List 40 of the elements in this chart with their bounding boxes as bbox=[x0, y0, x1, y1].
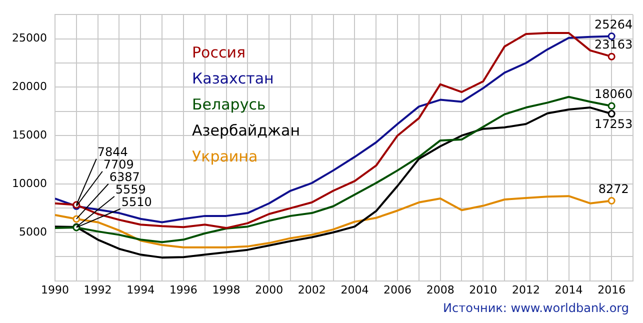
data-label: 7844 bbox=[97, 144, 128, 159]
data-label: 17253 bbox=[594, 116, 633, 131]
x-tick-label: 1998 bbox=[212, 283, 240, 296]
point bbox=[608, 32, 616, 40]
x-tick-label: 2012 bbox=[512, 283, 540, 296]
x-tick-label: 2016 bbox=[598, 283, 626, 296]
y-tick-label: 25000 bbox=[12, 32, 47, 45]
text: Россия bbox=[192, 43, 246, 62]
data-label: 5510 bbox=[121, 194, 152, 209]
data-label: 25264 bbox=[594, 17, 633, 32]
text: Азербайджан bbox=[192, 121, 300, 140]
data-label: 23163 bbox=[594, 38, 633, 52]
x-tick-label: 2004 bbox=[340, 283, 369, 296]
point bbox=[608, 102, 616, 110]
data-label: 18060 bbox=[594, 87, 633, 102]
y-tick-label: 10000 bbox=[12, 176, 47, 190]
x-tick-label: 1992 bbox=[84, 283, 112, 296]
point bbox=[608, 110, 616, 118]
y-tick-label: 5000 bbox=[18, 225, 47, 238]
x-tick-label: 2000 bbox=[255, 283, 284, 296]
text: Беларусь bbox=[192, 95, 266, 114]
data-label: 5559 bbox=[115, 182, 146, 196]
data-label: 7709 bbox=[103, 157, 134, 172]
point bbox=[608, 52, 616, 60]
x-tick-label: 2006 bbox=[384, 283, 412, 296]
x-tick-label: 2014 bbox=[554, 283, 583, 296]
y-tick-label: 15000 bbox=[12, 128, 47, 142]
x-tick-label: 2002 bbox=[298, 283, 326, 296]
x-tick-label: 1990 bbox=[40, 283, 69, 296]
y-tick-label: 20000 bbox=[12, 80, 47, 94]
data-label: 8272 bbox=[598, 182, 629, 196]
point bbox=[608, 196, 616, 204]
data-label: 6387 bbox=[109, 170, 140, 184]
x-tick-label: 1994 bbox=[126, 283, 155, 296]
x-tick-label: 1996 bbox=[169, 283, 198, 296]
x-tick-label: 2010 bbox=[469, 283, 498, 296]
text: Казахстан bbox=[192, 69, 274, 88]
text: Украина bbox=[192, 147, 258, 166]
x-tick-label: 2008 bbox=[426, 283, 454, 296]
text: Источник: www.worldbank.org bbox=[443, 301, 629, 315]
